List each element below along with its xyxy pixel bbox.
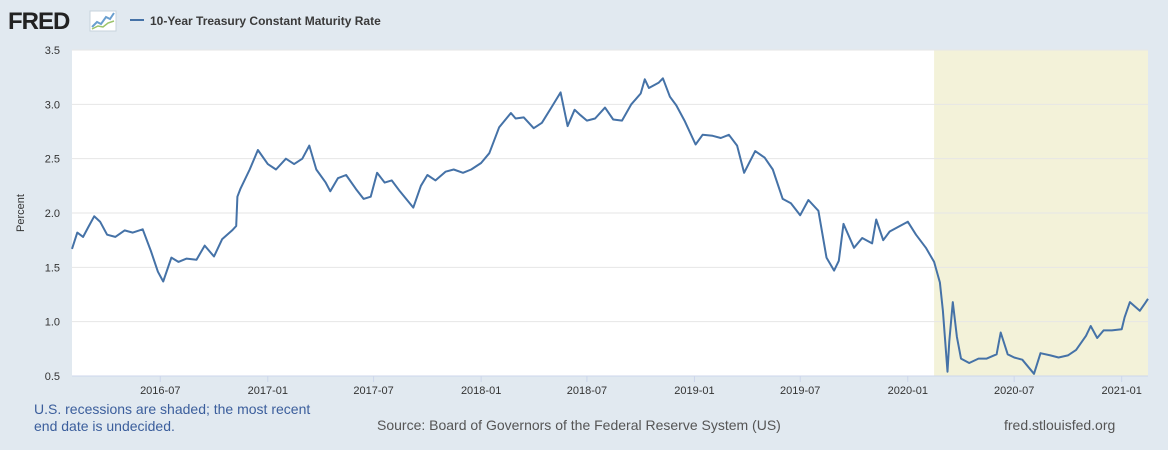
y-tick-label: 1.0 [45,317,60,329]
fred-logo[interactable]: FRED [8,6,120,36]
series-group [71,77,1149,375]
y-tick-label: 3.5 [45,45,60,57]
source-credit: Source: Board of Governors of the Federa… [377,417,781,433]
website-link[interactable]: fred.stlouisfed.org [1004,417,1116,433]
legend-label: 10-Year Treasury Constant Maturity Rate [150,13,381,28]
y-axis-label: Percent [15,194,27,232]
y-tick-label: 2.0 [45,208,60,220]
x-tick-label: 2020-07 [994,385,1034,397]
legend-swatch [130,18,144,21]
series-line-10y-treasury [71,77,1149,375]
x-tick-label: 2018-07 [567,385,607,397]
recession-note: U.S. recessions are shaded; the most rec… [34,401,311,434]
sparkline-chart-icon [89,10,117,32]
svg-text:FRED: FRED [8,8,70,35]
x-tick-label: 2019-07 [780,385,820,397]
x-tick-label: 2020-01 [888,385,928,397]
x-tick-label: 2019-01 [674,385,714,397]
x-tick-label: 2016-07 [140,385,180,397]
x-tick-label: 2017-07 [353,385,393,397]
legend[interactable]: 10-Year Treasury Constant Maturity Rate [130,12,381,30]
y-tick-label: 1.5 [45,262,60,274]
y-tick-label: 3.0 [45,99,60,111]
x-tick-label: 2021-01 [1102,385,1142,397]
gridlines [72,49,1148,323]
x-tick-label: 2017-01 [248,385,288,397]
y-tick-label: 0.5 [45,371,60,383]
y-axis: 0.5 1.0 1.5 2.0 2.5 3.0 3.5 [45,45,60,383]
x-tick-label: 2018-01 [461,385,501,397]
line-chart: 2016-07 2017-01 2017-07 2018-01 2018-07 2019-… [15,45,1149,397]
y-tick-label: 2.5 [45,154,60,166]
x-axis: 2016-07 2017-01 2017-07 2018-01 2018-07 2019-… [72,375,1148,397]
